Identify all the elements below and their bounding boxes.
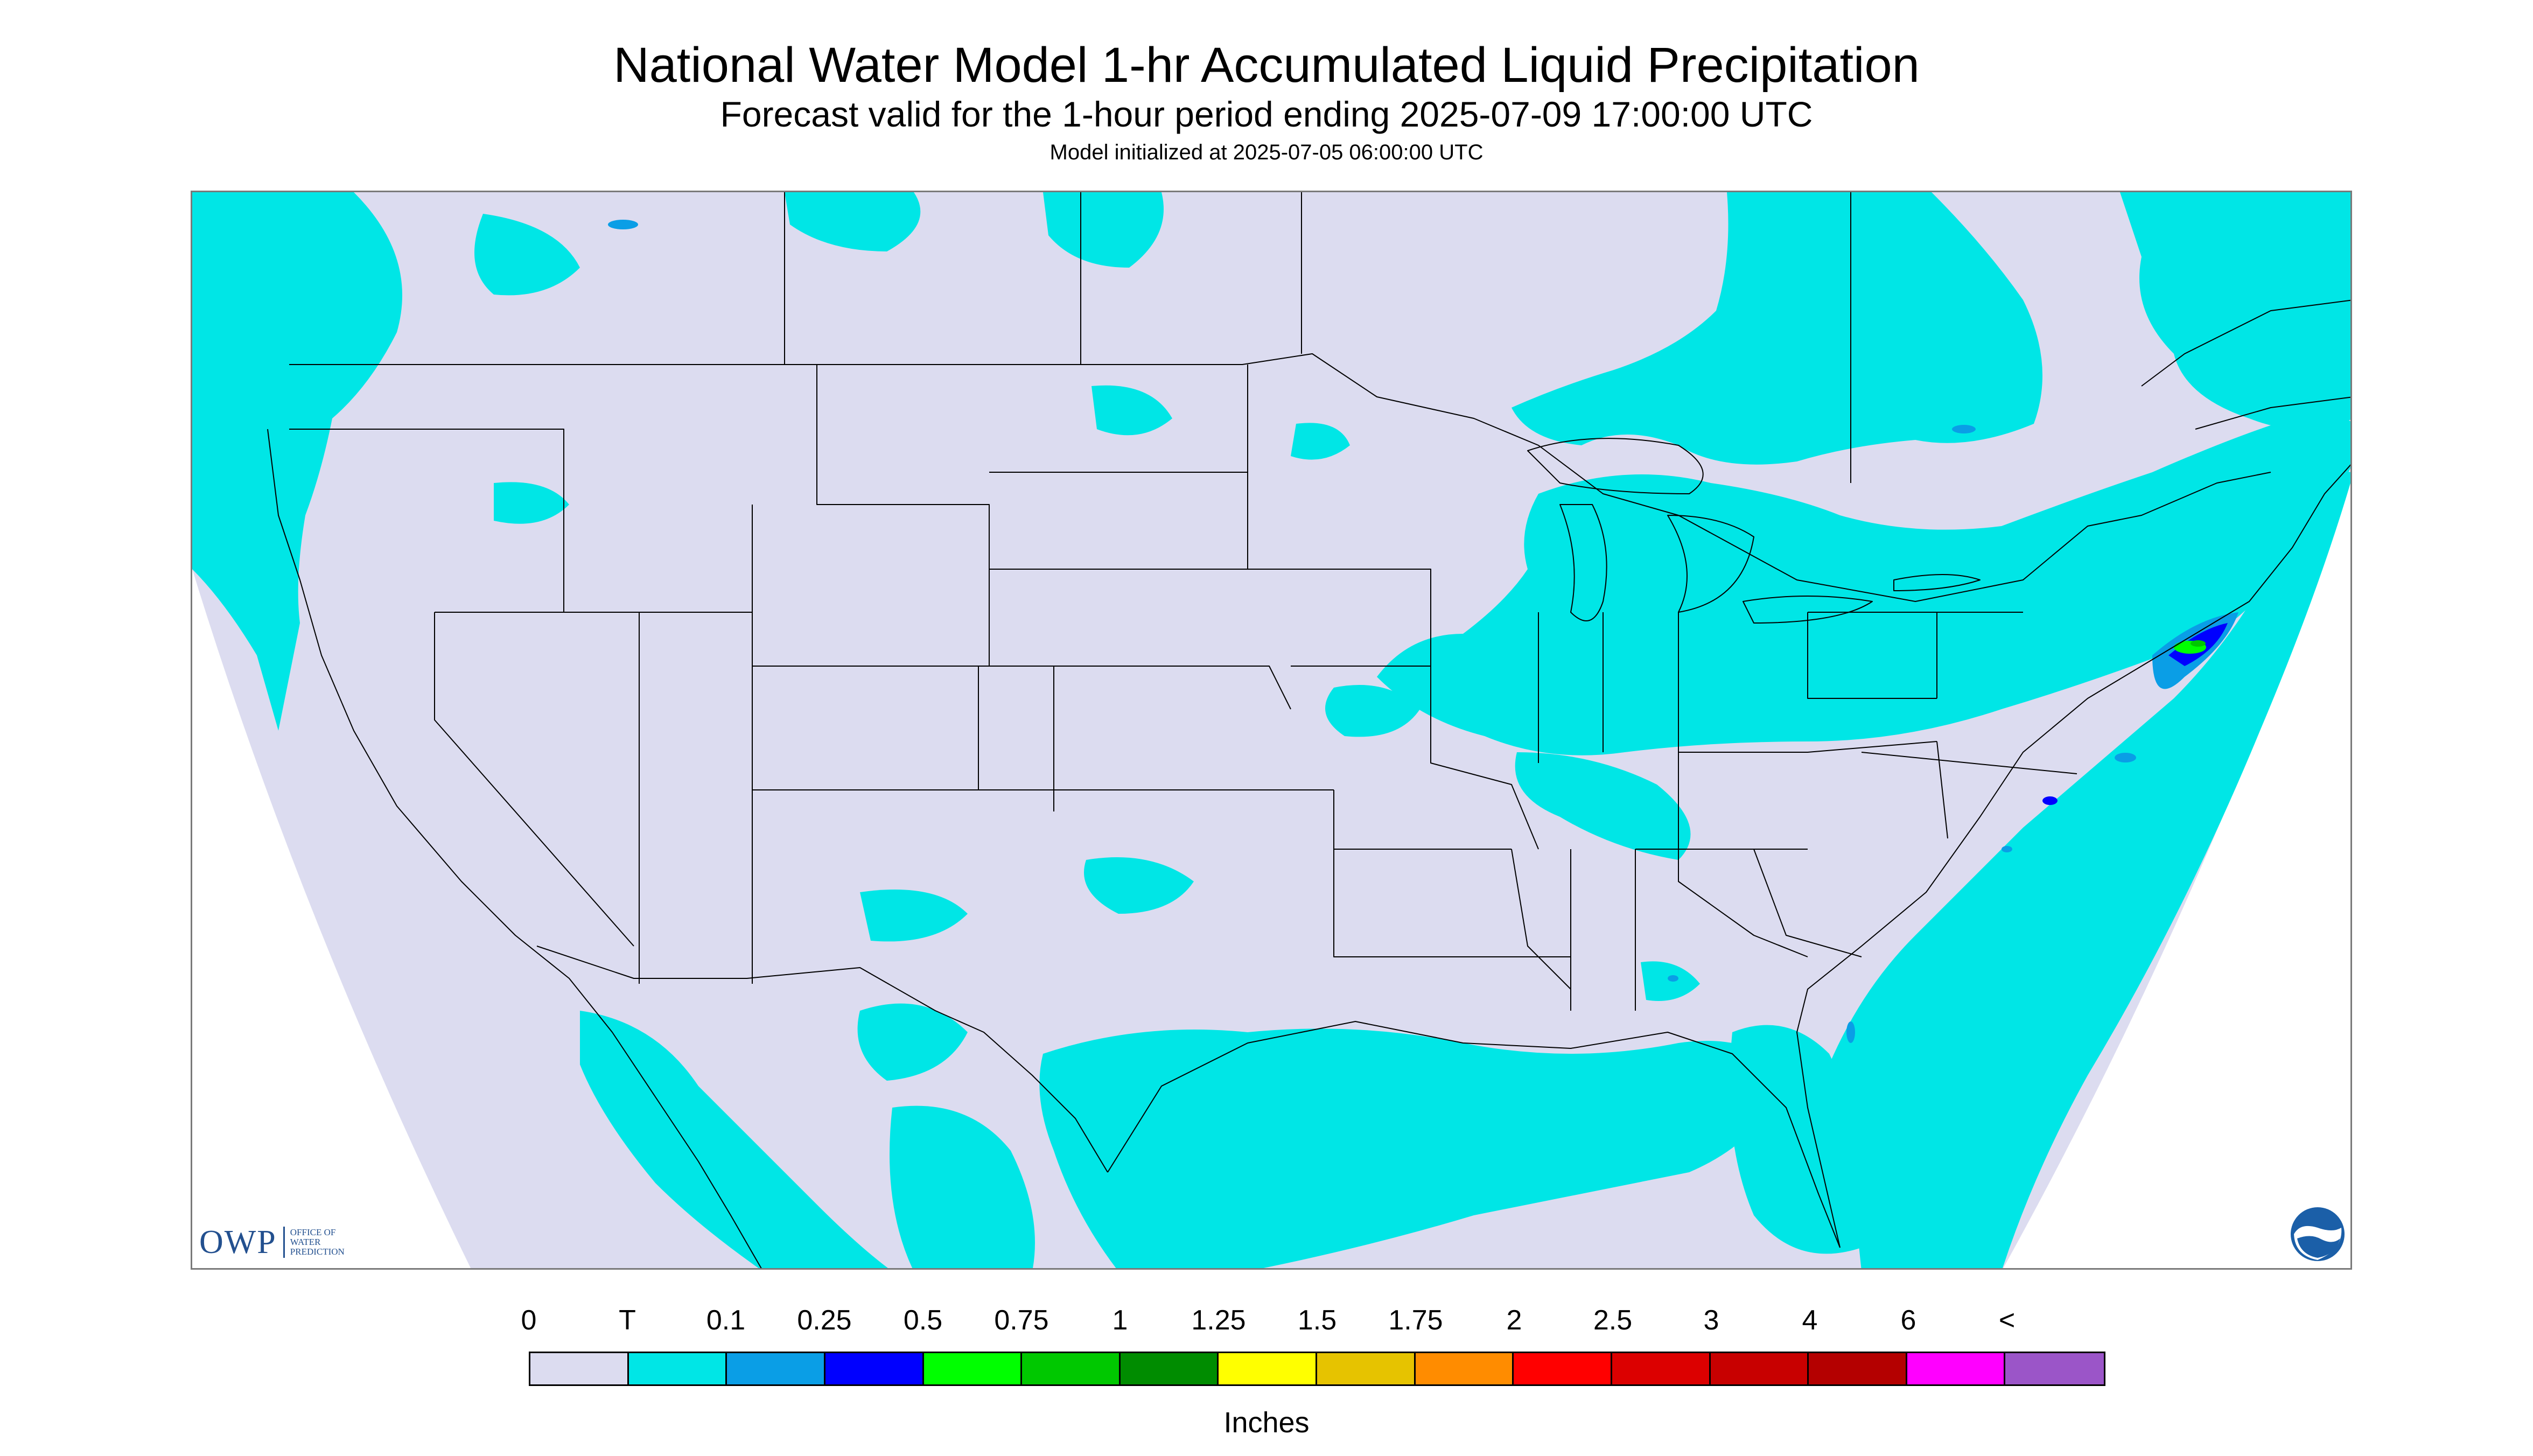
precip-area-northeast-canada (2120, 192, 2350, 429)
precip-cell-coastal-2 (2042, 796, 2058, 805)
precip-cell-gulf-stream (1846, 1021, 1855, 1043)
coastline-gulf (1107, 1021, 1841, 1248)
precip-area-manitoba (1043, 192, 1164, 268)
precip-area-minnesota (1291, 423, 1350, 460)
legend-swatch (1710, 1353, 1809, 1384)
legend-swatch (1612, 1353, 1711, 1384)
us-mexico-border (536, 946, 1108, 1173)
coastline-west (267, 429, 762, 1268)
precip-area-south-plains (1084, 857, 1194, 914)
legend-label: T (619, 1305, 636, 1336)
precip-area-new-mexico (860, 890, 968, 942)
legend-swatch (923, 1353, 1023, 1384)
east-states (1635, 612, 2077, 957)
legend-label: 0.75 (994, 1305, 1049, 1336)
legend-label: 1.5 (1297, 1305, 1337, 1336)
legend-swatch (825, 1353, 924, 1384)
precip-area-dakotas (1091, 385, 1172, 436)
legend-label: 1 (1112, 1305, 1128, 1336)
precip-cell-bc (608, 220, 638, 229)
precipitation-map (191, 191, 2352, 1270)
precip-area-sierra-madre (890, 1105, 1035, 1268)
precip-area-kansas (1325, 685, 1420, 737)
political-boundaries (267, 192, 2350, 1268)
precip-cell-coastal-1 (2115, 753, 2136, 762)
legend-swatch (1907, 1353, 2006, 1384)
legend-swatch (1809, 1353, 1907, 1384)
legend-colorbar (529, 1352, 2105, 1386)
precip-area-atlantic (1829, 418, 2350, 1268)
legend-label: 0.5 (903, 1305, 943, 1336)
precip-area-canada-west (214, 214, 311, 316)
legend-swatch (1514, 1353, 1612, 1384)
owp-logo-line-1: OFFICE OF (290, 1227, 336, 1237)
legend-swatch (1415, 1353, 1514, 1384)
central-states (1247, 365, 1937, 1011)
great-lakes-outline (1527, 438, 1981, 624)
precip-area-gulf-coast (1039, 1028, 1786, 1268)
legend-swatch (1120, 1353, 1219, 1384)
owp-logo: OWP OFFICE OF WATER PREDICTION (199, 1223, 345, 1261)
heavy-precipitation-cells (608, 220, 2238, 1043)
owp-logo-line-3: PREDICTION (290, 1247, 345, 1257)
legend-label: 0 (521, 1305, 537, 1336)
owp-logo-mark: OWP (199, 1223, 277, 1261)
map-title: National Water Model 1-hr Accumulated Li… (613, 38, 1920, 93)
noaa-logo-water (2297, 1236, 2340, 1258)
precip-cell-georgia (1668, 975, 1678, 982)
precip-area-idaho (494, 482, 569, 524)
precip-area-alberta (785, 192, 921, 251)
legend-swatch (1317, 1353, 1416, 1384)
owp-logo-line-2: WATER (290, 1237, 321, 1247)
precip-area-mexico (580, 1011, 888, 1268)
precip-cell-coastal-3 (2002, 846, 2012, 852)
legend-label: 6 (1900, 1305, 1916, 1336)
legend-label: 3 (1703, 1305, 1719, 1336)
legend-label: 1.25 (1191, 1305, 1246, 1336)
canada-provinces (784, 192, 2350, 483)
legend-swatch (1022, 1353, 1121, 1384)
map-domain (192, 192, 2350, 1268)
noaa-logo (2291, 1207, 2345, 1261)
legend-swatch (2005, 1353, 2104, 1384)
legend-label: 0.1 (706, 1305, 746, 1336)
owp-logo-divider (283, 1227, 285, 1258)
owp-logo-wordmark: OFFICE OF WATER PREDICTION (290, 1228, 345, 1257)
legend-swatch (727, 1353, 825, 1384)
precip-area-texas-west (857, 1003, 968, 1081)
legend-unit-label: Inches (1223, 1406, 1310, 1439)
legend-swatch (1219, 1353, 1317, 1384)
legend-label: 2.5 (1593, 1305, 1633, 1336)
legend-labels: 0 T 0.1 0.25 0.5 0.75 1 1.25 1.5 1.75 2 2.5 3 4 6 < (0, 1303, 2533, 1341)
legend-label: 1.75 (1388, 1305, 1443, 1336)
precip-area-pacific-northwest (192, 192, 402, 731)
legend-label: 0.25 (797, 1305, 852, 1336)
legend-swatch (530, 1353, 629, 1384)
coastline-east (1796, 464, 2350, 1248)
map-canvas (192, 192, 2350, 1268)
forecast-valid-subtitle: Forecast valid for the 1-hour period end… (720, 94, 1813, 134)
light-precipitation-areas (192, 192, 2350, 1268)
legend-label: 2 (1506, 1305, 1522, 1336)
precip-area-ohio-valley (1515, 752, 1691, 860)
precip-cell-0-75-inch (2191, 640, 2206, 647)
legend-label: 4 (1802, 1305, 1818, 1336)
precip-area-bc-interior (474, 214, 580, 296)
legend-label: < (1998, 1305, 2016, 1336)
precip-cell-hudson (1952, 425, 1976, 433)
legend-swatch (628, 1353, 727, 1384)
model-initialized-subtitle: Model initialized at 2025-07-05 06:00:00… (1049, 141, 1484, 164)
precip-area-ontario (1512, 192, 2042, 465)
precip-area-great-lakes (1377, 414, 2350, 755)
